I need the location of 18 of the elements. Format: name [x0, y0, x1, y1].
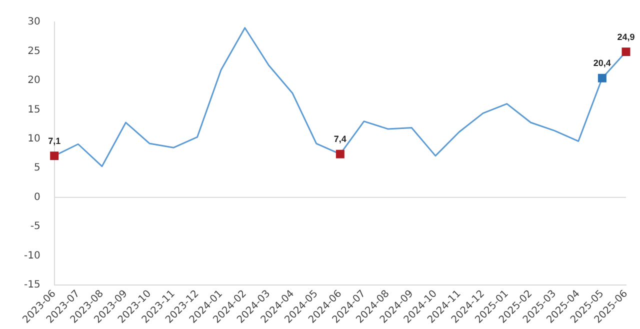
- y-tick-label: 0: [34, 192, 40, 203]
- point: [50, 152, 59, 160]
- y-tick-label: 15: [28, 104, 40, 116]
- data-label: 7,1: [48, 136, 61, 146]
- data-label: 20,4: [593, 58, 611, 68]
- y-tick-label: 25: [28, 46, 40, 57]
- y-tick-label: 5: [34, 162, 40, 174]
- y-tick-label: 10: [28, 133, 40, 144]
- y-tick-label: -10: [24, 250, 40, 262]
- point: [336, 150, 344, 158]
- data-label: 24,9: [617, 32, 635, 42]
- y-tick-label: 30: [28, 16, 40, 28]
- data-label: 7,4: [334, 134, 346, 144]
- y-tick-label: 20: [28, 75, 40, 86]
- y-tick-label: -5: [30, 221, 40, 232]
- point: [622, 48, 630, 56]
- y-tick-label: -15: [24, 280, 40, 291]
- point: [598, 74, 606, 82]
